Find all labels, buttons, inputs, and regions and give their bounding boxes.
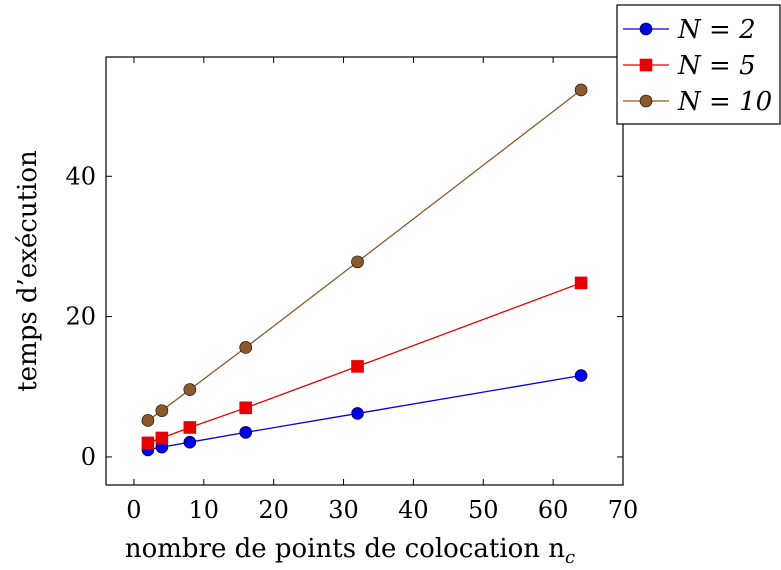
x-tick-label: 0 bbox=[126, 496, 141, 524]
data-point bbox=[351, 255, 364, 269]
series-line bbox=[147, 282, 582, 444]
series-layer bbox=[141, 83, 588, 457]
x-tick-label: 10 bbox=[189, 496, 220, 524]
legend-items: N = 2 N = 5 N = 10 bbox=[623, 15, 772, 117]
legend-item: N = 10 bbox=[623, 87, 772, 117]
y-tick-label: 0 bbox=[81, 443, 96, 471]
data-point bbox=[239, 341, 253, 354]
legend-marker bbox=[639, 94, 653, 108]
data-point bbox=[183, 421, 197, 434]
legend-marker bbox=[639, 58, 653, 72]
x-axis-label-subscript: c bbox=[565, 547, 575, 568]
plot-frame bbox=[105, 56, 624, 486]
axis-ticks: 0 10 20 30 40 50 60 70 0 20 40 bbox=[65, 57, 638, 524]
x-tick-label: 40 bbox=[398, 496, 429, 524]
data-point bbox=[351, 360, 364, 373]
x-axis-label: nombre de points de colocation nc bbox=[125, 534, 575, 568]
data-point bbox=[574, 276, 588, 290]
data-point bbox=[574, 369, 588, 382]
x-tick-label: 50 bbox=[468, 496, 499, 524]
data-point bbox=[155, 404, 169, 417]
data-point bbox=[239, 401, 253, 415]
legend-item: N = 2 bbox=[623, 15, 756, 45]
series-line bbox=[147, 89, 582, 421]
legend-label: N = 2 bbox=[677, 15, 756, 45]
data-point bbox=[183, 383, 197, 396]
series-2 bbox=[141, 276, 588, 450]
x-tick-label: 70 bbox=[608, 496, 639, 524]
x-tick-label: 60 bbox=[538, 496, 569, 524]
x-tick-label: 20 bbox=[258, 496, 289, 524]
series-line bbox=[147, 374, 582, 451]
data-point bbox=[351, 407, 364, 420]
data-point bbox=[155, 431, 169, 445]
y-tick-label: 20 bbox=[65, 303, 96, 331]
series-3 bbox=[141, 83, 588, 427]
data-point bbox=[141, 414, 155, 427]
legend-label: N = 10 bbox=[677, 87, 772, 117]
y-axis-label: temps d’exécution bbox=[13, 150, 43, 392]
data-point bbox=[141, 436, 155, 450]
legend-item: N = 5 bbox=[623, 51, 756, 81]
data-point bbox=[574, 83, 588, 97]
data-point bbox=[239, 426, 253, 439]
legend-marker bbox=[639, 22, 653, 36]
y-tick-label: 40 bbox=[65, 162, 96, 190]
x-tick-label: 30 bbox=[328, 496, 359, 524]
series-1 bbox=[141, 369, 588, 457]
legend: N = 2 N = 5 N = 10 bbox=[616, 4, 781, 125]
legend-label: N = 5 bbox=[677, 51, 756, 81]
data-point bbox=[183, 435, 197, 449]
